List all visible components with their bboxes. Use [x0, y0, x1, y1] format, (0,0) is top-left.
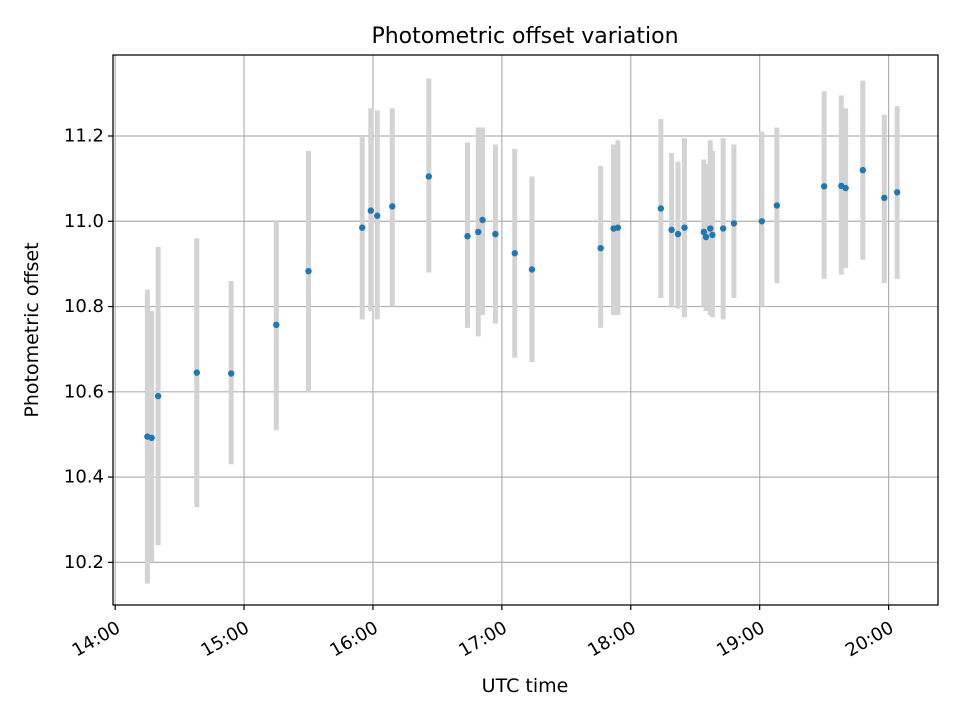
data-point [425, 173, 433, 180]
data-point [893, 189, 901, 196]
x-tick-label: 18:00 [584, 617, 639, 661]
x-axis-ticks: 14:00 15:00 16:00 17:00 18:00 19:00 20:00 [69, 605, 897, 661]
data-point [305, 267, 312, 275]
y-axis-label: Photometric offset [21, 242, 43, 417]
data-point [464, 233, 471, 240]
y-axis-ticks: 10.2 10.4 10.6 10.8 11.0 11.2 [64, 126, 113, 573]
data-point [475, 228, 482, 236]
data-point [859, 166, 867, 174]
data-point [154, 392, 162, 400]
data-point [719, 225, 727, 232]
x-tick-label: 20:00 [842, 617, 897, 661]
data-point [681, 224, 688, 231]
data-point [842, 184, 849, 192]
data-point [820, 183, 828, 190]
data-point [758, 218, 766, 225]
data-point [193, 369, 200, 376]
data-point [707, 225, 714, 232]
data-point [359, 224, 366, 231]
data-point [374, 212, 381, 219]
y-tick-label: 11.0 [64, 211, 104, 232]
grid-lines [113, 55, 938, 605]
y-tick-label: 10.2 [64, 552, 104, 573]
x-tick-label: 16:00 [326, 617, 381, 661]
x-tick-label: 17:00 [455, 617, 510, 661]
data-point [479, 216, 486, 224]
data-point [389, 203, 396, 210]
data-point [528, 266, 536, 273]
x-tick-label: 19:00 [713, 617, 768, 661]
error-bars [144, 78, 900, 584]
y-tick-label: 10.8 [64, 296, 104, 317]
data-point [367, 207, 375, 214]
x-axis-label: UTC time [482, 675, 569, 697]
y-tick-label: 11.2 [64, 126, 104, 147]
data-point [702, 233, 710, 241]
x-tick-label: 15:00 [198, 617, 253, 661]
data-point [614, 224, 622, 231]
data-point [700, 228, 708, 236]
y-tick-label: 10.4 [64, 467, 104, 488]
y-tick-label: 10.6 [64, 381, 104, 402]
data-point [674, 230, 682, 238]
data-point [657, 205, 665, 212]
data-point [773, 202, 781, 209]
data-point [668, 226, 675, 234]
data-point [709, 231, 716, 239]
data-point [227, 370, 235, 377]
data-points [144, 166, 901, 442]
plot-frame [112, 54, 939, 606]
data-point [273, 321, 280, 329]
data-point [148, 434, 155, 442]
x-tick-label: 14:00 [69, 617, 124, 661]
data-point [881, 194, 888, 202]
data-point [730, 220, 738, 227]
data-point [597, 244, 604, 252]
data-point [492, 230, 499, 238]
chart-title: Photometric offset variation [371, 24, 678, 49]
data-point [511, 250, 518, 257]
